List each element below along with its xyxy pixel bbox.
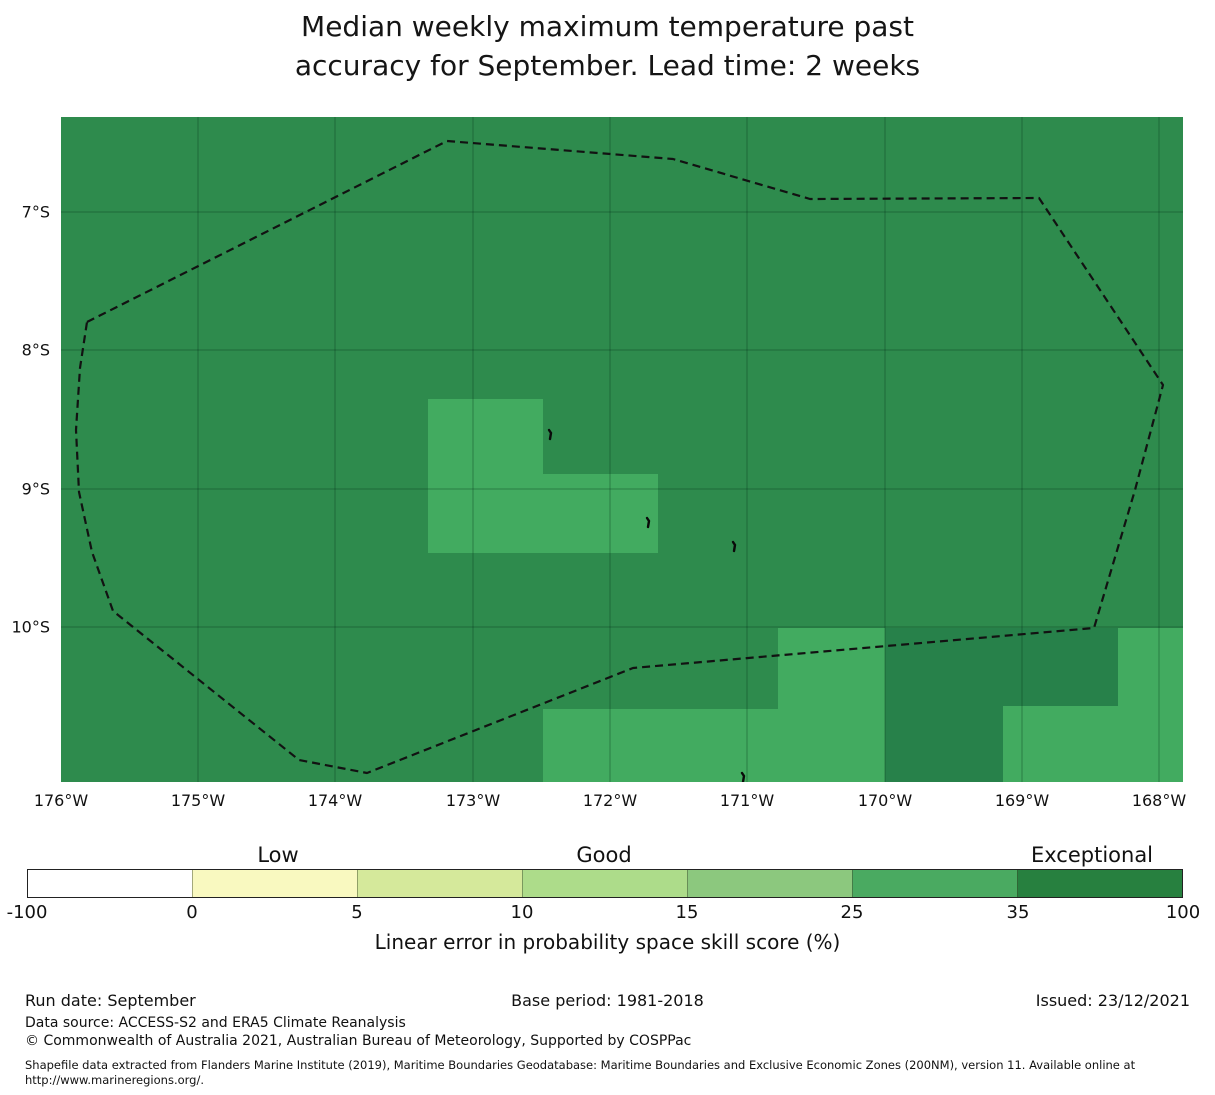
skill-cell-light [428, 399, 543, 474]
shapefile-attribution-line-2: http://www.marineregions.org/. [25, 1073, 204, 1087]
skill-score-map [61, 117, 1183, 782]
skill-cell-light [428, 474, 658, 553]
shapefile-attribution-line-1: Shapefile data extracted from Flanders M… [25, 1058, 1136, 1072]
lon-tick-label: 170°W [857, 791, 913, 810]
island-mark [547, 428, 553, 441]
colorbar [27, 869, 1183, 898]
lon-tick-label: 168°W [1131, 791, 1187, 810]
colorbar-axis-label: Linear error in probability space skill … [374, 930, 841, 954]
colorbar-tick-label: 15 [675, 902, 699, 923]
eez-dashed-boundary [74, 139, 1165, 775]
colorbar-category-good: Good [576, 843, 632, 867]
chart-title-line-2: accuracy for September. Lead time: 2 wee… [294, 49, 921, 82]
colorbar-tick-label: 25 [840, 902, 864, 923]
island-mark [645, 516, 651, 529]
lon-tick-label: 171°W [719, 791, 775, 810]
skill-cell-light [778, 628, 885, 782]
colorbar-segment [687, 870, 852, 897]
colorbar-tick-label: -100 [6, 902, 48, 923]
lat-tick-label: 7°S [21, 202, 50, 222]
colorbar-segment [1017, 870, 1182, 897]
lat-tick-label: 8°S [21, 340, 50, 360]
lat-tick-label: 9°S [21, 479, 50, 499]
issued-date-text: Issued: 23/12/2021 [1035, 991, 1190, 1010]
colorbar-segment [852, 870, 1017, 897]
colorbar-segment [28, 870, 192, 897]
skill-cell-dark [885, 706, 1003, 782]
island-mark [731, 540, 737, 553]
colorbar-tick-label: 0 [186, 902, 198, 923]
skill-cell-dark [885, 628, 1118, 706]
lon-tick-label: 173°W [445, 791, 501, 810]
lon-tick-label: 174°W [307, 791, 363, 810]
colorbar-segment [522, 870, 687, 897]
chart-title-line-1: Median weekly maximum temperature past [301, 10, 914, 43]
colorbar-category-low: Low [257, 843, 299, 867]
skill-cell-light [543, 709, 778, 782]
colorbar-segment [192, 870, 357, 897]
island-mark [740, 771, 746, 782]
colorbar-tick-label: 35 [1006, 902, 1030, 923]
run-date-text: Run date: September [25, 991, 196, 1010]
data-source-text: Data source: ACCESS-S2 and ERA5 Climate … [25, 1015, 406, 1031]
colorbar-category-exceptional: Exceptional [1030, 843, 1154, 867]
lon-tick-label: 172°W [582, 791, 638, 810]
lon-tick-label: 169°W [994, 791, 1050, 810]
colorbar-tick-label: 10 [510, 902, 534, 923]
map-plot-area [61, 117, 1183, 782]
skill-cell-light [1003, 706, 1118, 782]
colorbar-segment [357, 870, 522, 897]
colorbar-tick-label: 100 [1165, 902, 1201, 923]
copyright-text: © Commonwealth of Australia 2021, Austra… [25, 1033, 692, 1049]
base-period-text: Base period: 1981-2018 [511, 991, 704, 1010]
colorbar-tick-label: 5 [351, 902, 363, 923]
lat-tick-label: 10°S [11, 617, 50, 637]
skill-cell-light [1118, 628, 1183, 782]
lon-tick-label: 175°W [170, 791, 226, 810]
lon-tick-label: 176°W [33, 791, 89, 810]
